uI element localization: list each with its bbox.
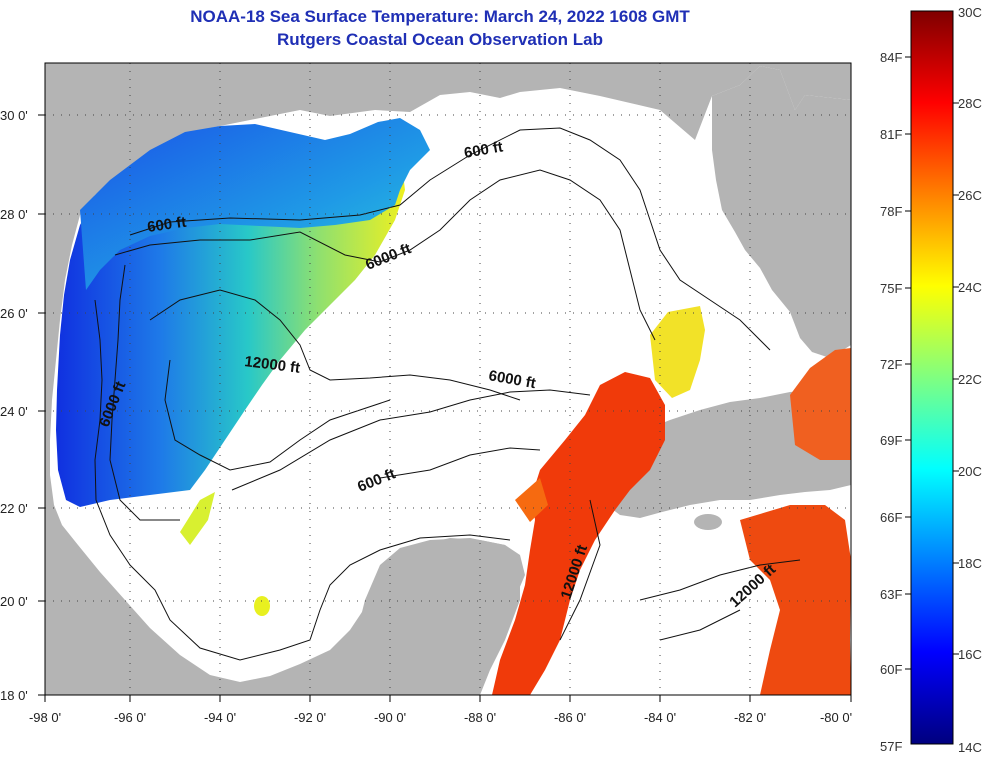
contour-12000ft bbox=[149, 289, 801, 641]
lon-label-84: -84 0' bbox=[644, 710, 676, 725]
lon-label-80: -80 0' bbox=[820, 710, 852, 725]
sst-caribbean bbox=[740, 505, 851, 695]
contour-label-600-west: 600 ft bbox=[146, 214, 187, 236]
cb-f-78: 78F bbox=[880, 204, 902, 219]
contour-6000ft bbox=[109, 169, 656, 521]
sst-florida-patch bbox=[650, 306, 705, 398]
map-subtitle: Rutgers Coastal Ocean Observation Lab bbox=[277, 30, 603, 49]
lon-label-94: -94 0' bbox=[204, 710, 236, 725]
cb-f-75: 75F bbox=[880, 281, 902, 296]
lat-label-28: 28 0' bbox=[0, 207, 28, 222]
lat-label-30: 30 0' bbox=[0, 108, 28, 123]
cb-c-14: 14C bbox=[958, 740, 982, 755]
bathymetry-contours bbox=[94, 127, 801, 661]
cb-f-63: 63F bbox=[880, 587, 902, 602]
sst-loop-current bbox=[492, 372, 665, 695]
sst-north-shelf bbox=[80, 118, 430, 290]
cb-c-20: 20C bbox=[958, 464, 982, 479]
cb-f-57: 57F bbox=[880, 739, 902, 754]
land-florida bbox=[712, 66, 851, 358]
cb-c-24: 24C bbox=[958, 280, 982, 295]
cb-f-72: 72F bbox=[880, 357, 902, 372]
cb-c-22: 22C bbox=[958, 372, 982, 387]
plot-frame bbox=[44, 62, 852, 696]
lat-label-22: 22 0' bbox=[0, 501, 28, 516]
lat-label-18: 18 0' bbox=[0, 688, 28, 703]
contour-label-600-north: 600 ft bbox=[463, 138, 505, 162]
lat-label-24: 24 0' bbox=[0, 404, 28, 419]
cb-c-30: 30C bbox=[958, 5, 982, 20]
map-title: NOAA-18 Sea Surface Temperature: March 2… bbox=[190, 7, 690, 26]
sst-patch-campeche bbox=[254, 596, 270, 616]
cb-f-81: 81F bbox=[880, 127, 902, 142]
cb-f-60: 60F bbox=[880, 662, 902, 677]
lon-label-96: -96 0' bbox=[114, 710, 146, 725]
land-cuba bbox=[600, 390, 851, 518]
lon-label-88: -88 0' bbox=[464, 710, 496, 725]
lon-label-98: -98 0' bbox=[29, 710, 61, 725]
lon-label-86: -86 0' bbox=[554, 710, 586, 725]
cb-f-84: 84F bbox=[880, 50, 902, 65]
lon-label-90: -90 0' bbox=[374, 710, 406, 725]
cb-c-18: 18C bbox=[958, 556, 982, 571]
colorbar-ticks bbox=[905, 56, 959, 670]
contour-600ft bbox=[94, 127, 771, 661]
land-yucatan bbox=[340, 538, 520, 695]
cb-c-26: 26C bbox=[958, 188, 982, 203]
sst-bahamas bbox=[790, 348, 851, 460]
contour-label-12000-west: 12000 ft bbox=[244, 353, 302, 377]
cb-f-69: 69F bbox=[880, 433, 902, 448]
cb-f-66: 66F bbox=[880, 510, 902, 525]
lon-label-92: -92 0' bbox=[294, 710, 326, 725]
cb-c-16: 16C bbox=[958, 647, 982, 662]
sst-loop-edge bbox=[515, 478, 548, 522]
cb-c-28: 28C bbox=[958, 96, 982, 111]
lat-label-20: 20 0' bbox=[0, 594, 28, 609]
axis-ticks bbox=[38, 114, 852, 702]
lon-label-82: -82 0' bbox=[734, 710, 766, 725]
land-island bbox=[694, 514, 722, 530]
colorbar bbox=[910, 10, 954, 745]
lat-label-26: 26 0' bbox=[0, 306, 28, 321]
sst-patch-south bbox=[180, 492, 215, 545]
